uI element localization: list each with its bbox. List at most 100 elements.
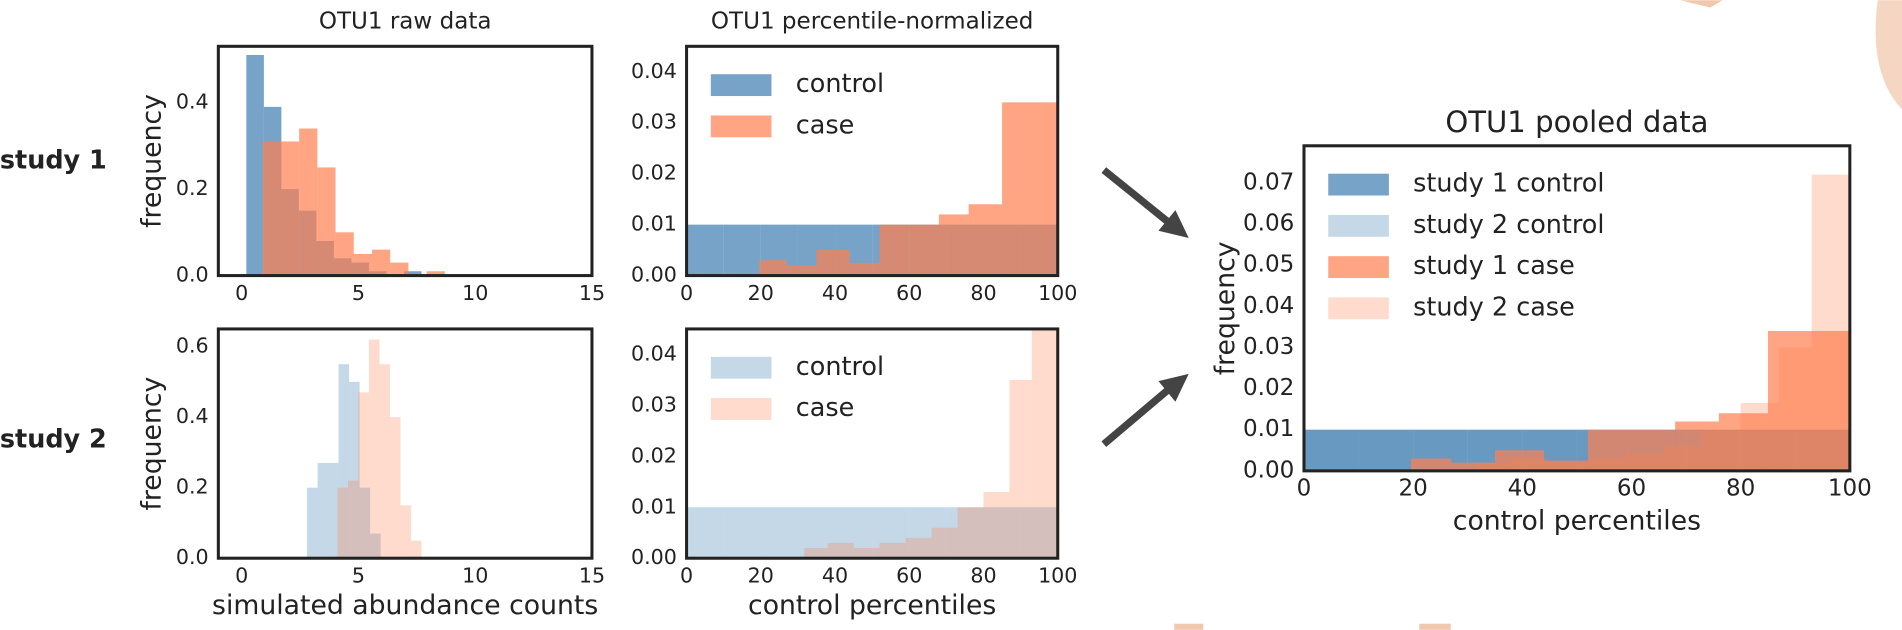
legend-label: study 1 control (1413, 169, 1604, 199)
x-tick-label: 80 (970, 281, 996, 305)
plot-frame (216, 44, 594, 278)
x-axis-label: control percentiles (1453, 505, 1701, 536)
bar (1587, 458, 1627, 471)
x-tick-label: 100 (1828, 476, 1872, 502)
chart: 0 20 40 60 80 100 0.00 0.01 0.02 0.03 0.04 0.05 0.06… (1210, 105, 1872, 536)
bar (1410, 458, 1452, 471)
bar (358, 392, 369, 559)
bar (426, 271, 445, 276)
legend-swatch (1328, 256, 1389, 279)
bar (403, 271, 422, 276)
bar (1477, 462, 1512, 471)
bar (983, 507, 1021, 559)
bar (879, 542, 906, 559)
bar (337, 487, 348, 559)
y-tick-label: 0.02 (631, 443, 677, 467)
bar (909, 224, 939, 276)
y-tick-label: 0.01 (631, 212, 677, 236)
y-tick-label: 0.0 (176, 263, 209, 287)
bar (353, 253, 372, 276)
y-tick-label: 0.07 (1243, 169, 1294, 195)
x-tick-label: 20 (748, 281, 774, 305)
y-tick-label: 0.04 (631, 59, 677, 83)
bar (983, 491, 1010, 559)
bars (686, 328, 1058, 559)
bar (349, 381, 360, 559)
chart-title: OTU1 percentile-normalized (711, 9, 1034, 35)
legend-swatch (1328, 173, 1389, 196)
x-tick-label: 80 (1726, 476, 1755, 502)
bar (723, 507, 761, 559)
x-tick-label: 15 (579, 563, 605, 587)
x-tick-label: 40 (1508, 476, 1537, 502)
chart-title: OTU1 raw data (319, 9, 492, 35)
y-tick-label: 0.00 (1243, 457, 1294, 483)
bar (1631, 429, 1676, 471)
x-tick-label: 60 (896, 281, 922, 305)
bars (686, 102, 1058, 276)
decor (1680, 0, 1723, 8)
bar (1811, 174, 1850, 471)
bar (370, 533, 381, 559)
y-tick-label: 0.4 (176, 90, 209, 114)
y-axis-label: frequency (136, 94, 167, 228)
bar (1511, 458, 1550, 471)
y-tick-label: 0.6 (176, 334, 209, 358)
y-axis-label: frequency (136, 377, 167, 511)
bar (317, 167, 336, 276)
bar (686, 507, 724, 559)
bar (786, 265, 817, 276)
legend-label: case (796, 110, 855, 140)
legend-label: study 2 case (1413, 292, 1575, 322)
x-tick-label: 0 (680, 563, 693, 587)
x-tick-label: 0 (1297, 476, 1312, 502)
y-tick-label: 0.00 (631, 545, 677, 569)
x-tick-label: 0 (235, 563, 248, 587)
legend-swatch (1328, 297, 1389, 320)
bar (1778, 347, 1812, 471)
bar (760, 507, 798, 559)
bar (905, 537, 932, 559)
y-tick-label: 0.04 (631, 341, 677, 365)
bar (1303, 429, 1359, 471)
legend-label: study 2 control (1413, 210, 1604, 240)
decor (1174, 623, 1204, 630)
bar (797, 507, 836, 559)
bar (317, 462, 329, 559)
x-tick-label: 10 (462, 563, 488, 587)
bar (1495, 450, 1545, 471)
bars (246, 54, 445, 276)
chart: 0 20 40 60 80 100 0.00 0.01 0.02 0.03 0.04 OTU1 per… (631, 9, 1077, 305)
bar (1451, 462, 1496, 471)
bar (938, 214, 969, 276)
bar (307, 487, 318, 559)
bar (338, 364, 350, 559)
bar (1358, 429, 1414, 471)
y-tick-label: 0.03 (1243, 334, 1294, 360)
arrow (1101, 167, 1189, 238)
legend-swatch (1328, 214, 1389, 237)
x-tick-label: 15 (579, 281, 605, 305)
x-tick-label: 20 (1399, 476, 1428, 502)
x-axis-label: simulated abundance counts (212, 590, 598, 621)
bar (835, 507, 873, 559)
y-tick-label: 0.03 (631, 110, 677, 134)
y-tick-label: 0.2 (176, 475, 209, 499)
chart: 0 5 10 15 0.0 0.2 0.4 0.6 simulated abundance co… (136, 327, 605, 621)
legend-swatch (710, 115, 772, 138)
bar (1549, 462, 1588, 471)
x-tick-label: 40 (822, 281, 848, 305)
bar (390, 262, 409, 276)
bar (1675, 421, 1719, 471)
x-tick-label: 40 (822, 563, 848, 587)
bar (827, 542, 854, 559)
y-tick-label: 0.06 (1243, 210, 1294, 236)
bar (1009, 379, 1032, 559)
bar (410, 540, 422, 559)
bar (328, 462, 339, 559)
y-tick-label: 0.2 (176, 176, 209, 200)
x-tick-label: 60 (1617, 476, 1646, 502)
legend-swatch (710, 356, 772, 379)
